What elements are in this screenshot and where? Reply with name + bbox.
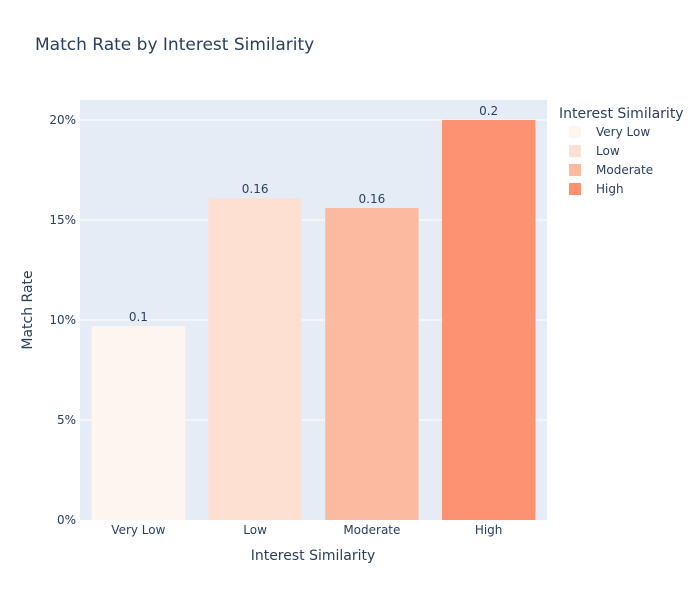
bar[interactable]	[91, 326, 186, 520]
legend-label: Moderate	[596, 163, 653, 177]
legend-item[interactable]: Very Low	[569, 125, 650, 139]
legend-label: High	[596, 182, 624, 196]
y-tick-label: 15%	[49, 213, 76, 227]
legend-swatch	[569, 145, 581, 157]
data-labels: 0.1 0.16 0.16 0.2	[129, 104, 498, 324]
y-axis-ticks: 0% 5% 10% 15% 20%	[49, 113, 76, 527]
chart-title: Match Rate by Interest Similarity	[35, 35, 314, 55]
x-tick-label: Very Low	[111, 523, 165, 537]
legend-swatch	[569, 164, 581, 176]
legend-label: Very Low	[596, 125, 650, 139]
data-label: 0.2	[479, 104, 498, 118]
x-tick-label: High	[475, 523, 503, 537]
legend-item[interactable]: Low	[569, 144, 620, 158]
legend-swatch	[569, 126, 581, 138]
data-label: 0.16	[359, 192, 386, 206]
x-tick-label: Low	[243, 523, 267, 537]
bar[interactable]	[325, 208, 419, 520]
y-tick-label: 5%	[57, 413, 76, 427]
data-label: 0.1	[129, 310, 148, 324]
legend-title: Interest Similarity	[559, 106, 684, 122]
data-label: 0.16	[242, 182, 269, 196]
legend-label: Low	[596, 144, 620, 158]
bar[interactable]	[441, 120, 536, 520]
x-tick-label: Moderate	[343, 523, 400, 537]
legend-item[interactable]: Moderate	[569, 163, 653, 177]
y-tick-label: 0%	[57, 513, 76, 527]
x-axis-ticks: Very Low Low Moderate High	[111, 523, 502, 537]
legend-item[interactable]: High	[569, 182, 624, 196]
bar[interactable]	[208, 198, 302, 520]
y-tick-label: 10%	[49, 313, 76, 327]
x-axis-title: Interest Similarity	[251, 548, 376, 564]
y-axis-title: Match Rate	[20, 270, 36, 349]
legend-swatch	[569, 183, 581, 195]
y-tick-label: 20%	[49, 113, 76, 127]
legend[interactable]: Interest Similarity Very Low Low Moderate H…	[559, 106, 684, 196]
bars	[91, 120, 536, 520]
